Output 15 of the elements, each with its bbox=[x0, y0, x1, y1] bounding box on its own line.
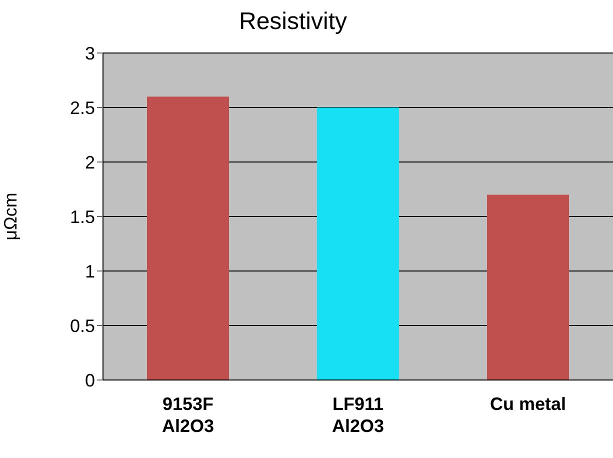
chart-title: Resistivity bbox=[238, 8, 348, 36]
y-tick-label: 2 bbox=[84, 152, 95, 172]
x-tick-label: Cu metal bbox=[490, 394, 566, 414]
bar bbox=[317, 108, 399, 380]
y-tick-label: 1 bbox=[84, 261, 95, 282]
y-tick-label: 0.5 bbox=[70, 316, 95, 336]
y-tick-label: 2.5 bbox=[70, 98, 95, 118]
bar bbox=[147, 96, 229, 380]
x-tick-label: LF911 Al2O3 bbox=[332, 394, 384, 436]
y-tick-label: 3 bbox=[84, 43, 95, 64]
y-tick-label: 0 bbox=[84, 370, 95, 390]
y-axis-title: μΩcm bbox=[0, 192, 20, 240]
x-tick-label: 9153F Al2O3 bbox=[162, 394, 214, 436]
y-tick-label: 1.5 bbox=[70, 206, 95, 227]
bar bbox=[487, 194, 569, 380]
